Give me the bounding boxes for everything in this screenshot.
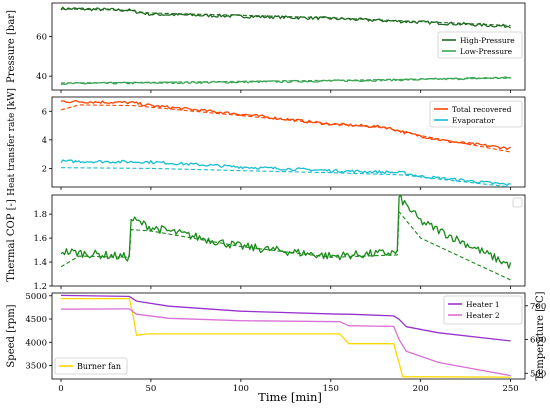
series-line-3-measured — [60, 159, 511, 187]
axes-frame — [51, 194, 526, 287]
y-axis-label: Speed [rpm] — [6, 304, 17, 367]
legend-box — [443, 295, 523, 325]
x-tick-label: 250 — [502, 384, 518, 394]
series-line-1-measured — [60, 99, 511, 151]
series-line-1-measured — [61, 297, 511, 378]
legend-box-empty — [512, 197, 523, 208]
y-tick-label: 4000 — [25, 338, 47, 348]
legend-label: Total recovered — [452, 105, 512, 114]
panel-1: 40 60 Pressure [bar] High-Pressure Low-Press… — [6, 2, 526, 93]
series-line-2-model — [60, 211, 511, 281]
legend: Heater 1 Heater 2 — [443, 295, 523, 325]
y-tick-label: 3500 — [25, 362, 47, 372]
y2-tick-label: 500 — [530, 369, 546, 379]
legend-label: Low-Pressure — [460, 47, 513, 56]
legend-box — [54, 357, 128, 375]
y2-axis-label: Temperature [°C] — [535, 291, 546, 380]
y-tick-label: 4500 — [25, 315, 47, 325]
legend-box — [437, 31, 523, 59]
series-line-2-model — [60, 104, 511, 153]
legend: High-Pressure Low-Pressure — [437, 31, 523, 59]
x-tick-label: 50 — [146, 384, 157, 394]
legend-box — [429, 100, 523, 128]
x-tick-label: 150 — [323, 384, 339, 394]
series-line-1-measured — [60, 6, 511, 29]
series-line-2-measured — [60, 294, 511, 342]
x-tick-label: 200 — [413, 384, 429, 394]
y-axis-label: Heat transfer rate [kW] — [7, 88, 17, 196]
legend-label: Burner fan — [77, 362, 121, 371]
y-tick-label: 1.6 — [33, 234, 47, 244]
legend: Total recovered Evaporator — [429, 100, 523, 128]
y-axis-label: Pressure [bar] — [6, 10, 17, 83]
series-line-3-measured — [60, 308, 511, 377]
legend-label: High-Pressure — [460, 36, 515, 45]
y-tick-label: 60 — [36, 33, 47, 43]
y2-tick-label: 700 — [530, 302, 546, 312]
legend-left: Burner fan — [54, 357, 128, 375]
legend-label: Heater 1 — [466, 300, 500, 309]
series-line-2-model — [60, 8, 511, 27]
series-line-4-model — [60, 167, 511, 187]
y-tick-label: 4 — [42, 136, 47, 146]
y-tick-label: 1.8 — [33, 210, 47, 220]
x-tick-label: 0 — [58, 384, 63, 394]
axes-frame — [51, 96, 526, 188]
panel-3: 1.2 1.4 1.6 1.8 Thermal COP [-] — [6, 194, 526, 292]
x-axis-label: Time [min] — [258, 390, 322, 404]
legend-label: Heater 2 — [466, 311, 500, 320]
panel-2: 2 4 6 Heat transfer rate [kW] Total recovere… — [7, 88, 526, 196]
y-tick-label: 5000 — [25, 292, 47, 302]
x-tick-label: 100 — [233, 384, 249, 394]
y-tick-label: 1.2 — [33, 282, 47, 292]
y-tick-label: 2 — [42, 164, 47, 174]
y-tick-label: 40 — [36, 72, 47, 82]
legend-label: Evaporator — [452, 116, 495, 125]
series-line-1-measured — [60, 195, 512, 269]
y-tick-label: 1.4 — [33, 258, 47, 268]
axes-frame — [51, 2, 526, 91]
panel-4: 0 50 100 150 200 250 3500 4000 4500 5000 500 600 700… — [6, 291, 546, 394]
series-line-4-model — [60, 77, 511, 84]
y-axis-label: Thermal COP [-] — [6, 199, 17, 282]
axes-frame — [51, 292, 526, 380]
y2-tick-label: 600 — [530, 336, 546, 346]
y-tick-label: 6 — [42, 107, 47, 117]
